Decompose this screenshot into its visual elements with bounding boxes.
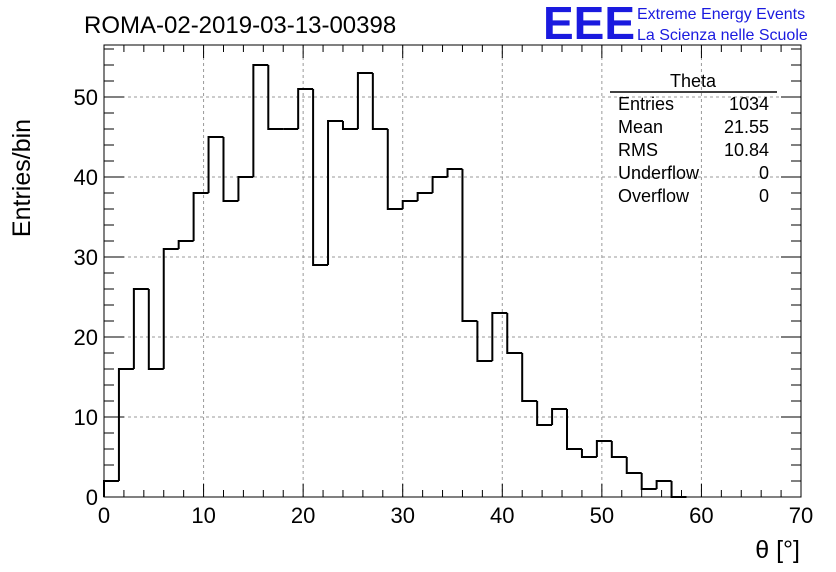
x-tick-label: 50 bbox=[590, 503, 614, 528]
stats-row-value: 10.84 bbox=[724, 140, 769, 160]
histogram-bin bbox=[461, 169, 478, 322]
histogram-bin bbox=[207, 136, 224, 193]
stats-box-title: Theta bbox=[670, 71, 717, 91]
histogram-bin bbox=[401, 200, 418, 209]
y-tick-label: 40 bbox=[74, 165, 98, 190]
stats-row-label: Overflow bbox=[618, 186, 690, 206]
histogram-bin bbox=[640, 473, 657, 490]
eee-logo: EEE Extreme Energy Events La Scienza nel… bbox=[543, 0, 808, 49]
histogram-bin bbox=[237, 176, 254, 201]
y-tick-label: 10 bbox=[74, 405, 98, 430]
histogram-bin bbox=[670, 481, 687, 498]
histogram-bin bbox=[536, 401, 553, 426]
histogram-bin bbox=[117, 368, 134, 481]
histogram-bin bbox=[162, 248, 179, 369]
y-tick-label: 30 bbox=[74, 245, 98, 270]
histogram-bin bbox=[297, 88, 314, 129]
histogram-bin bbox=[655, 480, 672, 489]
x-tick-label: 40 bbox=[490, 503, 514, 528]
logo-line-1: Extreme Energy Events bbox=[637, 6, 805, 23]
histogram-bin bbox=[177, 240, 194, 249]
histogram-bin bbox=[610, 441, 627, 458]
histogram-bin bbox=[103, 480, 119, 497]
plot-frame bbox=[103, 44, 802, 498]
x-tick-label: 10 bbox=[191, 503, 215, 528]
histogram-bin bbox=[147, 289, 164, 370]
histogram-bin bbox=[222, 137, 239, 202]
x-tick-label: 20 bbox=[291, 503, 315, 528]
stats-box: Theta Entries 1034 Mean 21.55 RMS 10.84 Underf… bbox=[610, 71, 777, 206]
histogram-bin bbox=[625, 457, 642, 474]
logo-line-2: La Scienza nelle Scuole bbox=[637, 27, 808, 44]
y-tick-label: 50 bbox=[74, 85, 98, 110]
histogram-bin bbox=[491, 312, 508, 361]
x-tick-label: 0 bbox=[98, 503, 110, 528]
histogram-bin bbox=[431, 176, 448, 193]
x-tick-label: 30 bbox=[390, 503, 414, 528]
histogram-bin bbox=[312, 89, 329, 266]
y-axis-title: Entries/bin bbox=[8, 119, 36, 237]
histogram-bin bbox=[521, 353, 538, 402]
x-tick-label: 60 bbox=[689, 503, 713, 528]
stats-row-value: 21.55 bbox=[724, 117, 769, 137]
histogram-bin bbox=[132, 288, 149, 369]
histogram-bin bbox=[341, 121, 358, 130]
y-tick-labels: 0 10 20 30 40 50 bbox=[74, 85, 98, 510]
histogram-bin bbox=[327, 120, 343, 265]
chart-title: ROMA-02-2019-03-13-00398 bbox=[84, 12, 396, 39]
stats-row-label: Entries bbox=[618, 94, 674, 114]
histogram-bin bbox=[371, 73, 388, 130]
histogram-bin bbox=[551, 408, 568, 425]
histogram-bin bbox=[476, 321, 493, 362]
histogram-bin bbox=[446, 168, 463, 177]
histogram-bin bbox=[267, 65, 284, 130]
histogram-bin bbox=[416, 192, 433, 201]
y-tick-label: 0 bbox=[86, 485, 98, 510]
histogram-bars bbox=[103, 64, 687, 498]
y-tick-label: 20 bbox=[74, 325, 98, 350]
stats-row-label: Mean bbox=[618, 117, 663, 137]
stats-box-rows: Entries 1034 Mean 21.55 RMS 10.84 Underflow 0 Ov… bbox=[618, 94, 769, 206]
axis-ticks bbox=[103, 45, 802, 498]
histogram-bin bbox=[192, 192, 209, 241]
stats-row-label: Underflow bbox=[618, 163, 700, 183]
logo-mark: EEE bbox=[543, 0, 635, 49]
stats-row-label: RMS bbox=[618, 140, 658, 160]
histogram-bin bbox=[580, 449, 597, 458]
histogram-bin bbox=[595, 440, 612, 457]
histogram-bin bbox=[506, 313, 523, 354]
x-axis-title: θ [°] bbox=[755, 536, 800, 564]
histogram-bin bbox=[386, 129, 403, 210]
histogram-bin bbox=[566, 409, 582, 450]
stats-row-value: 0 bbox=[759, 163, 769, 183]
x-tick-label: 70 bbox=[789, 503, 813, 528]
histogram-bin bbox=[356, 72, 373, 129]
grid-lines bbox=[104, 45, 801, 497]
x-tick-labels: 0 10 20 30 40 50 60 70 bbox=[98, 503, 813, 528]
stats-row-value: 0 bbox=[759, 186, 769, 206]
histogram-bin bbox=[252, 64, 269, 177]
stats-row-value: 1034 bbox=[729, 94, 769, 114]
